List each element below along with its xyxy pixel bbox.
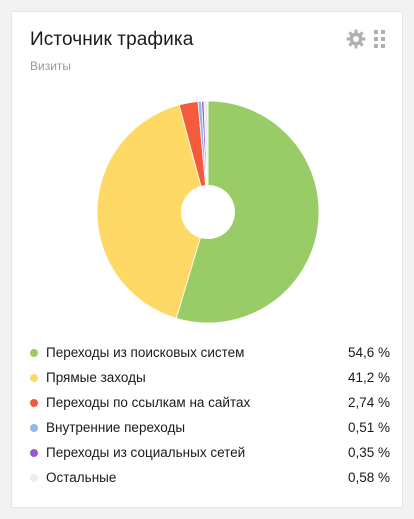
legend-label: Переходы из социальных сетей	[46, 445, 246, 460]
legend-item-internal[interactable]: Внутренние переходы 0,51 %	[30, 420, 390, 445]
widget-subtitle: Визиты	[30, 59, 72, 73]
legend-marker	[30, 349, 38, 357]
legend-marker	[30, 449, 38, 457]
chart-legend: Переходы из поисковых систем 54,6 % Прямые…	[30, 345, 390, 495]
legend-value: 54,6 %	[347, 345, 390, 360]
pie-slice-other[interactable]	[203, 100, 209, 213]
gear-icon[interactable]	[346, 29, 366, 49]
legend-item-other[interactable]: Остальные 0,58 %	[30, 470, 390, 495]
legend-label: Внутренние переходы	[46, 420, 186, 435]
legend-marker	[30, 474, 38, 482]
legend-marker	[30, 374, 38, 382]
legend-label: Переходы из поисковых систем	[46, 345, 245, 360]
pie-slice-search[interactable]	[175, 100, 320, 324]
legend-value: 0,51 %	[347, 420, 390, 435]
legend-label: Прямые заходы	[46, 370, 146, 385]
pie-slice-direct[interactable]	[96, 104, 209, 319]
legend-item-links[interactable]: Переходы по ссылкам на сайтах 2,74 %	[30, 395, 390, 420]
drag-handle-icon[interactable]	[374, 30, 386, 48]
legend-item-social[interactable]: Переходы из социальных сетей 0,35 %	[30, 445, 390, 470]
legend-label: Переходы по ссылкам на сайтах	[46, 395, 251, 410]
legend-value: 2,74 %	[347, 395, 390, 410]
legend-marker	[30, 424, 38, 432]
legend-label: Остальные	[46, 470, 117, 485]
legend-item-direct[interactable]: Прямые заходы 41,2 %	[30, 370, 390, 395]
donut-chart	[96, 100, 320, 324]
legend-value: 0,58 %	[347, 470, 390, 485]
widget-title: Источник трафика	[30, 29, 194, 50]
legend-item-search[interactable]: Переходы из поисковых систем 54,6 %	[30, 345, 390, 370]
legend-value: 41,2 %	[347, 370, 390, 385]
legend-marker	[30, 399, 38, 407]
legend-value: 0,35 %	[347, 445, 390, 460]
donut-hole	[181, 185, 235, 239]
traffic-source-widget: Источник трафика Визиты Переходы из поис…	[11, 11, 403, 508]
